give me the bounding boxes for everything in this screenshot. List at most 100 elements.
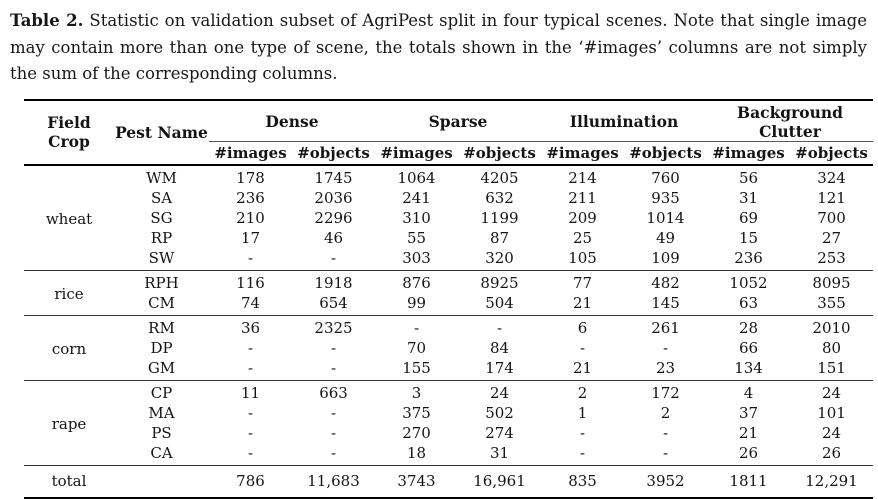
subheader-images: #images <box>712 143 785 162</box>
value-cell: 174 <box>485 358 514 377</box>
value-cell: 80 <box>821 338 842 357</box>
pest-cell: RP <box>150 228 173 247</box>
table-row: SW - - 303 320 105 109 236 253 <box>24 248 873 271</box>
value-cell: 1052 <box>729 273 768 292</box>
value-cell: - <box>247 338 254 357</box>
table-row: CA - - 18 31 - - 26 26 <box>24 443 873 466</box>
subheader-objects: #objects <box>463 143 536 162</box>
value-cell: 15 <box>738 228 759 247</box>
value-cell: 270 <box>402 423 431 442</box>
subheader-images: #images <box>380 143 453 162</box>
pest-cell: CP <box>150 383 173 402</box>
value-cell: 17 <box>240 228 261 247</box>
section-corn: corn RM 36 2325 - - 6 261 28 2010 DP - -… <box>24 315 874 380</box>
table-caption: Table 2. Statistic on validation subset … <box>10 8 867 88</box>
total-label: total <box>51 471 87 490</box>
value-cell: 87 <box>489 228 510 247</box>
group-header-illumination: Illumination <box>541 99 708 142</box>
value-cell: - <box>662 443 669 462</box>
value-cell: 31 <box>489 443 510 462</box>
subheader-objects: #objects <box>795 143 868 162</box>
value-cell: 84 <box>489 338 510 357</box>
pest-cell: DP <box>150 338 173 357</box>
value-cell: - <box>330 358 337 377</box>
value-cell: 320 <box>485 248 514 267</box>
subheader-images: #images <box>214 143 287 162</box>
total-value-cell: 786 <box>236 471 265 490</box>
value-cell: 1064 <box>397 168 436 187</box>
value-cell: 101 <box>817 403 846 422</box>
total-value-cell: 835 <box>568 471 597 490</box>
value-cell: 241 <box>402 188 431 207</box>
value-cell: 178 <box>236 168 265 187</box>
value-cell: 274 <box>485 423 514 442</box>
value-cell: 303 <box>402 248 431 267</box>
value-cell: 324 <box>817 168 846 187</box>
table-header: Field Crop Pest Name Dense Sparse Illumi… <box>24 99 874 165</box>
value-cell: 310 <box>402 208 431 227</box>
value-cell: 4 <box>743 383 754 402</box>
pest-cell: CM <box>148 293 175 312</box>
value-cell: 24 <box>821 423 842 442</box>
value-cell: 504 <box>485 293 514 312</box>
section-rice: rice RPH 116 1918 876 8925 77 482 1052 8… <box>24 270 874 315</box>
total-value-cell: 3743 <box>397 471 436 490</box>
value-cell: 1745 <box>314 168 353 187</box>
value-cell: 105 <box>568 248 597 267</box>
value-cell: 2010 <box>812 318 851 337</box>
value-cell: 355 <box>817 293 846 312</box>
total-value-cell: 16,961 <box>473 471 526 490</box>
value-cell: - <box>330 403 337 422</box>
agripest-statistics-table: Field Crop Pest Name Dense Sparse Illumi… <box>24 98 874 499</box>
value-cell: 31 <box>738 188 759 207</box>
value-cell: 632 <box>485 188 514 207</box>
value-cell: 36 <box>240 318 261 337</box>
col-header-field-crop: Field Crop <box>47 113 91 151</box>
value-cell: - <box>330 443 337 462</box>
crop-cell: corn <box>51 339 87 358</box>
pest-cell: SA <box>150 188 173 207</box>
value-cell: 2036 <box>314 188 353 207</box>
value-cell: - <box>579 423 586 442</box>
pest-cell: PS <box>151 423 172 442</box>
section-total: total 786 11,683 3743 16,961 835 3952 18… <box>24 465 874 498</box>
total-value-cell: 3952 <box>646 471 685 490</box>
value-cell: 3 <box>411 383 422 402</box>
value-cell: 109 <box>651 248 680 267</box>
value-cell: - <box>247 423 254 442</box>
total-value-cell: 11,683 <box>307 471 360 490</box>
value-cell: 11 <box>240 383 261 402</box>
crop-cell: rape <box>51 414 87 433</box>
value-cell: 214 <box>568 168 597 187</box>
value-cell: 70 <box>406 338 427 357</box>
value-cell: 49 <box>655 228 676 247</box>
value-cell: - <box>413 318 420 337</box>
table-row: DP - - 70 84 - - 66 80 <box>24 338 873 358</box>
value-cell: - <box>496 318 503 337</box>
value-cell: 1 <box>577 403 588 422</box>
table-row: PS - - 270 274 - - 21 24 <box>24 423 873 443</box>
value-cell: 1199 <box>480 208 519 227</box>
pest-cell: CA <box>150 443 173 462</box>
value-cell: 502 <box>485 403 514 422</box>
value-cell: 261 <box>651 318 680 337</box>
value-cell: 21 <box>572 358 593 377</box>
value-cell: 876 <box>402 273 431 292</box>
empty-cell <box>114 465 209 498</box>
value-cell: - <box>247 358 254 377</box>
page: { "caption": { "label": "Table 2.", "tex… <box>0 8 878 499</box>
value-cell: 2 <box>660 403 671 422</box>
value-cell: 375 <box>402 403 431 422</box>
value-cell: 55 <box>406 228 427 247</box>
value-cell: 236 <box>236 188 265 207</box>
value-cell: 1014 <box>646 208 685 227</box>
value-cell: 66 <box>738 338 759 357</box>
value-cell: 27 <box>821 228 842 247</box>
value-cell: 6 <box>577 318 588 337</box>
value-cell: 211 <box>568 188 597 207</box>
crop-cell: rice <box>54 284 84 303</box>
pest-cell: SW <box>148 248 175 267</box>
table-row: rice RPH 116 1918 876 8925 77 482 1052 8… <box>24 270 873 303</box>
value-cell: - <box>662 338 669 357</box>
value-cell: 700 <box>817 208 846 227</box>
